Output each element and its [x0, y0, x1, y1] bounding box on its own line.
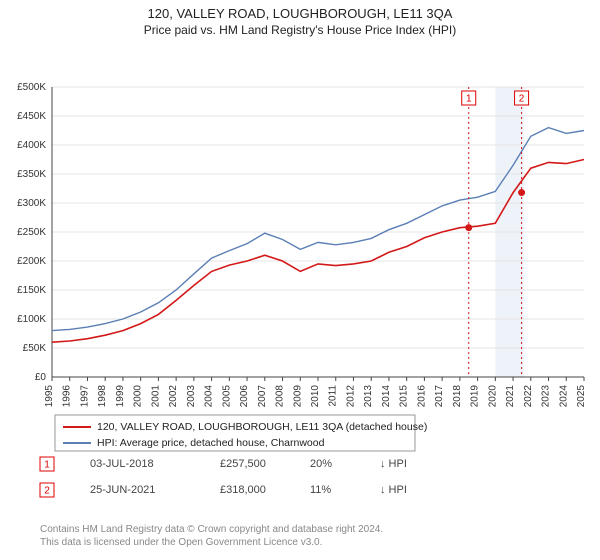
footnote-line1: Contains HM Land Registry data © Crown c… — [40, 524, 383, 535]
x-tick-label: 2011 — [328, 385, 339, 407]
x-tick-label: 2014 — [381, 385, 392, 408]
y-tick-label: £500K — [17, 82, 46, 93]
x-tick-label: 2022 — [523, 385, 534, 408]
legend-label: HPI: Average price, detached house, Char… — [97, 437, 325, 449]
y-tick-label: £400K — [17, 140, 46, 151]
x-tick-label: 2001 — [150, 385, 161, 408]
transaction-marker-num: 2 — [44, 486, 50, 497]
chart-container: 120, VALLEY ROAD, LOUGHBOROUGH, LE11 3QA… — [0, 0, 600, 560]
footnote-line2: This data is licensed under the Open Gov… — [40, 537, 322, 548]
x-tick-label: 2012 — [345, 385, 356, 408]
legend-label: 120, VALLEY ROAD, LOUGHBOROUGH, LE11 3QA… — [97, 421, 427, 433]
transaction-date: 03-JUL-2018 — [90, 458, 154, 470]
x-tick-label: 2006 — [239, 385, 250, 408]
x-tick-label: 1997 — [79, 385, 90, 408]
transaction-vs: ↓ HPI — [380, 458, 407, 470]
x-tick-label: 2015 — [399, 385, 410, 408]
x-tick-label: 2003 — [186, 385, 197, 408]
x-tick-label: 1996 — [62, 385, 73, 408]
transaction-date: 25-JUN-2021 — [90, 484, 155, 496]
y-tick-label: £100K — [17, 314, 46, 325]
transaction-delta: 20% — [310, 458, 332, 470]
x-tick-label: 2010 — [310, 385, 321, 408]
x-tick-label: 2008 — [275, 385, 286, 408]
x-tick-label: 2002 — [168, 385, 179, 408]
x-tick-label: 2013 — [363, 385, 374, 408]
x-tick-label: 2018 — [452, 385, 463, 408]
marker-number: 1 — [466, 94, 472, 105]
y-tick-label: £450K — [17, 111, 46, 122]
transaction-delta: 11% — [310, 484, 331, 496]
y-tick-label: £0 — [35, 372, 47, 383]
x-tick-label: 2009 — [292, 385, 303, 408]
y-tick-label: £300K — [17, 198, 46, 209]
x-tick-label: 2007 — [257, 385, 268, 408]
y-tick-label: £350K — [17, 169, 46, 180]
y-tick-label: £50K — [23, 343, 47, 354]
x-tick-label: 2000 — [133, 385, 144, 408]
x-tick-label: 2024 — [558, 385, 569, 408]
x-tick-label: 2021 — [505, 385, 516, 408]
x-tick-label: 1998 — [97, 385, 108, 408]
x-tick-label: 2005 — [221, 385, 232, 408]
x-tick-label: 2020 — [487, 385, 498, 408]
marker-dot — [518, 189, 525, 196]
y-tick-label: £250K — [17, 227, 46, 238]
y-tick-label: £150K — [17, 285, 46, 296]
y-tick-label: £200K — [17, 256, 46, 267]
x-tick-label: 2025 — [576, 385, 587, 408]
transaction-vs: ↓ HPI — [380, 484, 407, 496]
chart-title: 120, VALLEY ROAD, LOUGHBOROUGH, LE11 3QA — [0, 6, 600, 21]
transaction-marker-num: 1 — [44, 460, 50, 471]
chart-svg: £0 £50K £100K £150K £200K £250K £300K £350K £400… — [0, 37, 600, 557]
marker-number: 2 — [519, 94, 525, 105]
x-tick-label: 2023 — [541, 385, 552, 408]
marker-dot — [465, 224, 472, 231]
transaction-price: £318,000 — [220, 484, 266, 496]
x-tick-label: 2004 — [204, 385, 215, 408]
chart-subtitle: Price paid vs. HM Land Registry's House … — [0, 23, 600, 37]
x-tick-label: 2019 — [470, 385, 481, 408]
transaction-price: £257,500 — [220, 458, 266, 470]
x-tick-label: 2017 — [434, 385, 445, 408]
chart-titles: 120, VALLEY ROAD, LOUGHBOROUGH, LE11 3QA… — [0, 0, 600, 37]
x-tick-label: 1995 — [44, 385, 55, 408]
x-tick-label: 2016 — [416, 385, 427, 408]
x-tick-label: 1999 — [115, 385, 126, 408]
